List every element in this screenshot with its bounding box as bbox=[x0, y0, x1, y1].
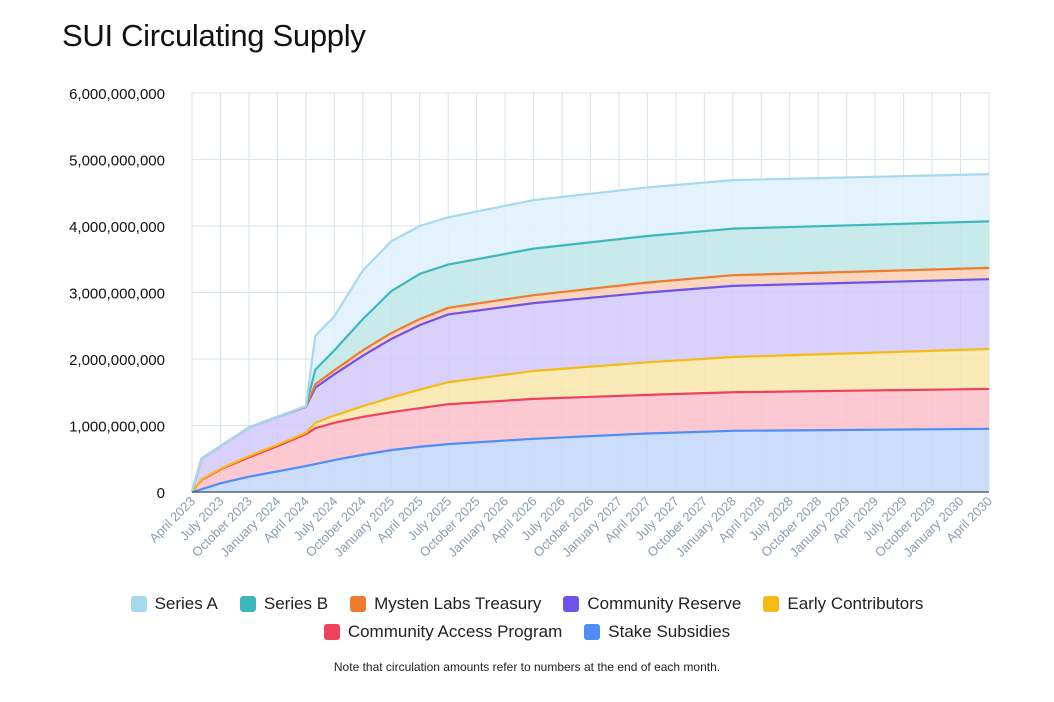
y-tick-label: 5,000,000,000 bbox=[69, 153, 165, 170]
legend-swatch bbox=[584, 624, 601, 640]
legend: Series A Series B Mysten Labs Treasury Comm… bbox=[0, 594, 1054, 650]
y-tick-label: 1,000,000,000 bbox=[69, 419, 165, 436]
area-series-a bbox=[192, 174, 989, 492]
legend-swatch bbox=[323, 624, 340, 640]
legend-label: Stake Subsidies bbox=[608, 622, 731, 641]
area-series-b bbox=[192, 221, 989, 492]
legend-item: Community Access Program bbox=[323, 622, 563, 642]
legend-swatch bbox=[130, 596, 147, 612]
legend-item: Series A bbox=[130, 594, 218, 614]
area-community-access-program bbox=[192, 388, 989, 492]
legend-item: Mysten Labs Treasury bbox=[350, 594, 541, 614]
legend-swatch bbox=[239, 596, 256, 612]
line-stake-subsidies bbox=[191, 427, 990, 494]
legend-label: Community Access Program bbox=[347, 622, 563, 641]
legend-item: Early Contributors bbox=[763, 594, 923, 614]
line-early-contributors bbox=[191, 347, 990, 493]
area-stake-subsidies bbox=[192, 428, 989, 492]
footnote: Note that circulation amounts refer to n… bbox=[333, 660, 721, 674]
legend-item: Community Reserve bbox=[563, 594, 741, 614]
legend-label: Early Contributors bbox=[787, 594, 924, 613]
line-series-a bbox=[190, 173, 990, 493]
legend-label: Mysten Labs Treasury bbox=[374, 594, 542, 613]
area-early-contributors bbox=[192, 349, 989, 492]
chart-title: SUI Circulating Supply bbox=[62, 18, 366, 53]
legend-label: Community Reserve bbox=[587, 594, 742, 613]
y-tick-label: 3,000,000,000 bbox=[69, 286, 165, 303]
legend-row-1: Series A Series B Mysten Labs Treasury Comm… bbox=[0, 594, 1054, 614]
legend-label: Series B bbox=[263, 594, 329, 613]
y-tick-label: 6,000,000,000 bbox=[69, 86, 165, 103]
y-tick-label: 4,000,000,000 bbox=[69, 219, 165, 236]
legend-swatch bbox=[563, 596, 580, 612]
legend-swatch bbox=[350, 596, 367, 612]
area-community-reserve bbox=[192, 279, 989, 492]
legend-swatch bbox=[763, 596, 780, 612]
y-tick-label: 0 bbox=[157, 485, 165, 502]
y-tick-label: 2,000,000,000 bbox=[69, 352, 165, 369]
legend-item: Series B bbox=[239, 594, 329, 614]
legend-item: Stake Subsidies bbox=[584, 622, 730, 642]
legend-label: Series A bbox=[154, 594, 218, 613]
legend-row-2: Community Access Program Stake Subsidies bbox=[0, 622, 1054, 642]
